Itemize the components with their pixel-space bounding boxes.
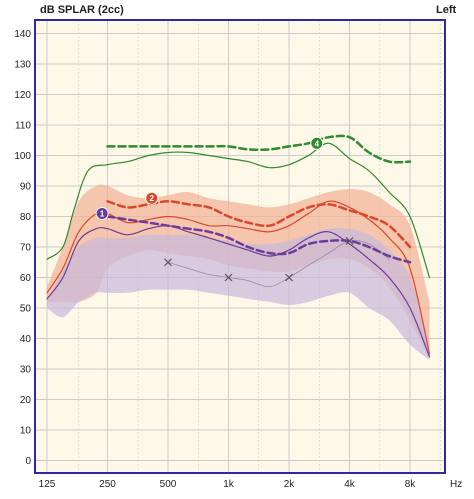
- marker-number: 4: [315, 139, 320, 148]
- x-tick-label: 4k: [344, 479, 356, 490]
- y-tick-label: 50: [20, 304, 32, 315]
- y-tick-label: 80: [20, 212, 32, 223]
- y-tick-label: 120: [14, 90, 31, 101]
- y-tick-label: 30: [20, 365, 32, 376]
- y-tick-label: 90: [20, 182, 32, 193]
- marker-2: 2: [145, 191, 159, 205]
- cross-marker: [285, 273, 293, 282]
- marker-number: 2: [150, 194, 155, 203]
- x-tick-label: 8k: [405, 479, 417, 490]
- cross-stroke: [345, 236, 354, 245]
- cross-stroke: [285, 273, 293, 282]
- marker-circle: [95, 206, 109, 220]
- x-tick-labels: 125 250 500 1k 2k 4k 8k: [39, 479, 417, 490]
- cross-marker: [224, 273, 233, 282]
- cross-marker: [164, 258, 172, 267]
- plot-frame: [34, 19, 446, 474]
- y-tick-label: 0: [25, 456, 31, 467]
- x-axis-unit: Hz: [450, 479, 462, 490]
- cross-markers: [164, 236, 354, 282]
- y-tick-labels: 0 10 20 30 40 50 60 70 80 90 100 110 120 130 140: [14, 29, 31, 467]
- y-axis-title: dB SPLAR (2cc): [40, 4, 124, 16]
- x-tick-label: 125: [39, 479, 56, 490]
- series-dashed-red: [106, 200, 412, 249]
- x-tick-label: 1k: [223, 479, 235, 490]
- confidence-bands: [47, 184, 430, 360]
- marker-1: 1: [95, 206, 109, 220]
- y-tick-label: 20: [20, 395, 32, 406]
- marker-4: 4: [310, 136, 324, 150]
- y-tick-label: 140: [14, 29, 31, 40]
- x-tick-label: 250: [99, 479, 116, 490]
- y-tick-label: 10: [20, 426, 32, 437]
- cross-marker: [345, 236, 354, 245]
- y-tick-label: 60: [20, 273, 32, 284]
- marker-circle: [145, 191, 159, 205]
- y-tick-label: 100: [14, 151, 31, 162]
- y-tick-label: 40: [20, 334, 32, 345]
- cross-stroke: [224, 273, 233, 282]
- series-thin-purple: [46, 224, 431, 358]
- cross-stroke: [164, 258, 172, 267]
- ear-label: Left: [436, 4, 457, 16]
- series-thin-green: [46, 142, 431, 279]
- numbered-markers: 1 2 4: [95, 136, 324, 220]
- marker-number: 1: [100, 209, 105, 218]
- x-tick-label: 500: [160, 479, 177, 490]
- x-tick-label: 2k: [284, 479, 296, 490]
- series-thin-gray: [167, 239, 390, 288]
- y-tick-label: 110: [15, 121, 31, 132]
- y-tick-label: 70: [20, 243, 32, 254]
- series-dashed-purple: [106, 215, 412, 264]
- marker-circle: [310, 136, 324, 150]
- y-tick-label: 130: [14, 60, 31, 71]
- band-purple: [47, 227, 430, 360]
- series-dashed-green: [106, 134, 412, 164]
